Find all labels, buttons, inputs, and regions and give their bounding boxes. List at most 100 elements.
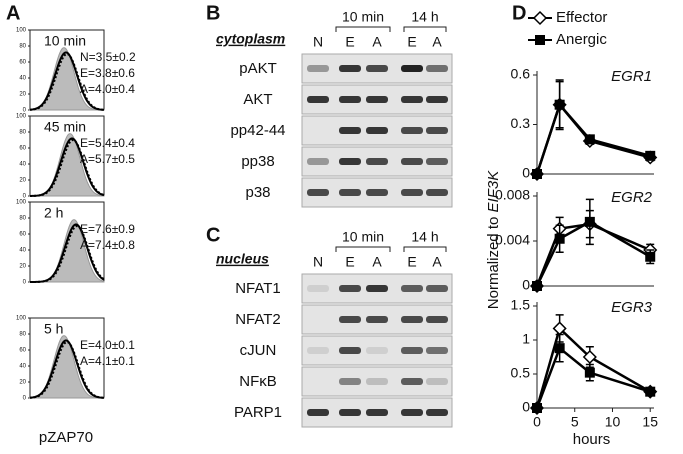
blot-band [401,378,423,385]
series-line [535,220,651,287]
blot-band [401,347,423,354]
row-label: cJUN [240,342,277,359]
blot-band [401,409,423,416]
point [584,216,595,227]
x-axis-label: hours [573,431,611,448]
blot-band [307,347,329,354]
time-label: 45 min [44,119,86,135]
y-tick-label: 60 [19,232,26,238]
panel-label: D [512,2,526,24]
y-tick-label: 0 [23,396,27,402]
blot-band [426,96,448,103]
blot-band [366,96,388,103]
y-tick-label: 0 [23,194,27,200]
y-tick-label: 60 [19,146,26,152]
y-axis-label-text: Normalized to [485,217,502,310]
legend-marker [535,35,545,45]
time-label: 2 h [44,205,63,221]
lane-label: E [345,34,354,50]
y-tick-label: 40 [19,162,26,168]
stat-label: E=4.0±0.1 [80,338,135,352]
series-line [535,326,651,409]
point [554,233,565,244]
lane-label: E [407,34,416,50]
point [582,349,597,365]
lane-label: A [372,34,382,50]
stat-label: A=4.1±0.1 [80,354,135,368]
histogram-line [29,224,105,283]
y-tick-label: 0.6 [511,66,531,82]
chart-title: EGR3 [611,299,653,316]
bracket [403,246,447,252]
y-tick-label: 40 [19,76,26,82]
blot-band [426,285,448,292]
blot-band [366,189,388,196]
blot-band [426,409,448,416]
bracket [335,26,391,32]
bracket [335,246,391,252]
group-label: 14 h [411,229,438,245]
row-label: pp38 [241,153,274,170]
stat-label: A=4.0±0.4 [80,82,135,96]
point [645,251,656,262]
y-tick-label: 100 [16,200,27,206]
section-label: cytoplasm [216,31,285,47]
y-tick-label: 0 [522,277,530,293]
row-label: NFAT1 [235,280,281,297]
y-axis-label-gene: EIF3K [485,170,502,213]
lane-label: E [345,254,354,270]
blot-band [366,409,388,416]
blot-band [339,285,361,292]
point [645,150,656,161]
blot-band [339,158,361,165]
y-tick-label: 0 [23,108,27,114]
blot-band [307,158,329,165]
y-tick-label: 80 [19,130,26,136]
row-label: pp42-44 [230,122,285,139]
histogram-line [29,138,105,197]
blot-band [401,96,423,103]
y-tick-label: 20 [19,178,26,184]
histogram-line [29,340,105,399]
blot-band [339,127,361,134]
lane-label: N [313,254,323,270]
panel-label: A [6,2,20,24]
chart-title: EGR1 [611,68,652,85]
y-tick-label: 0 [23,280,27,286]
stat-label: E=5.4±0.4 [80,136,135,150]
stat-label: A=7.4±0.8 [80,238,135,252]
point [554,99,565,110]
group-label: 14 h [411,9,438,25]
y-tick-label: 0.3 [511,115,531,131]
blot-band [426,316,448,323]
lane-label: A [372,254,382,270]
panel-label: B [206,2,220,24]
point [532,169,542,179]
x-tick-label: 15 [642,414,658,430]
stat-label: E=7.6±0.9 [80,222,135,236]
chart-title: EGR2 [611,189,653,206]
row-label: AKT [243,91,272,108]
blot-band [366,316,388,323]
y-tick-label: 0.004 [495,232,530,248]
y-tick-label: 20 [19,380,26,386]
series-line [535,222,651,287]
row-label: p38 [245,184,270,201]
row-label: NFAT2 [235,311,281,328]
y-axis-label: Normalized to EIF3K [485,170,502,309]
histogram-line [29,52,105,111]
section-label: nucleus [216,251,269,267]
blot-band [339,378,361,385]
row-label: PARP1 [234,404,282,421]
lane-label: E [407,254,416,270]
blot-band [426,378,448,385]
y-tick-label: 100 [16,316,27,322]
y-tick-label: 100 [16,28,27,34]
blot-band [366,285,388,292]
x-tick-label: 10 [605,414,621,430]
stat-label: A=5.7±0.5 [80,152,135,166]
y-tick-label: 40 [19,248,26,254]
blot-band [426,347,448,354]
